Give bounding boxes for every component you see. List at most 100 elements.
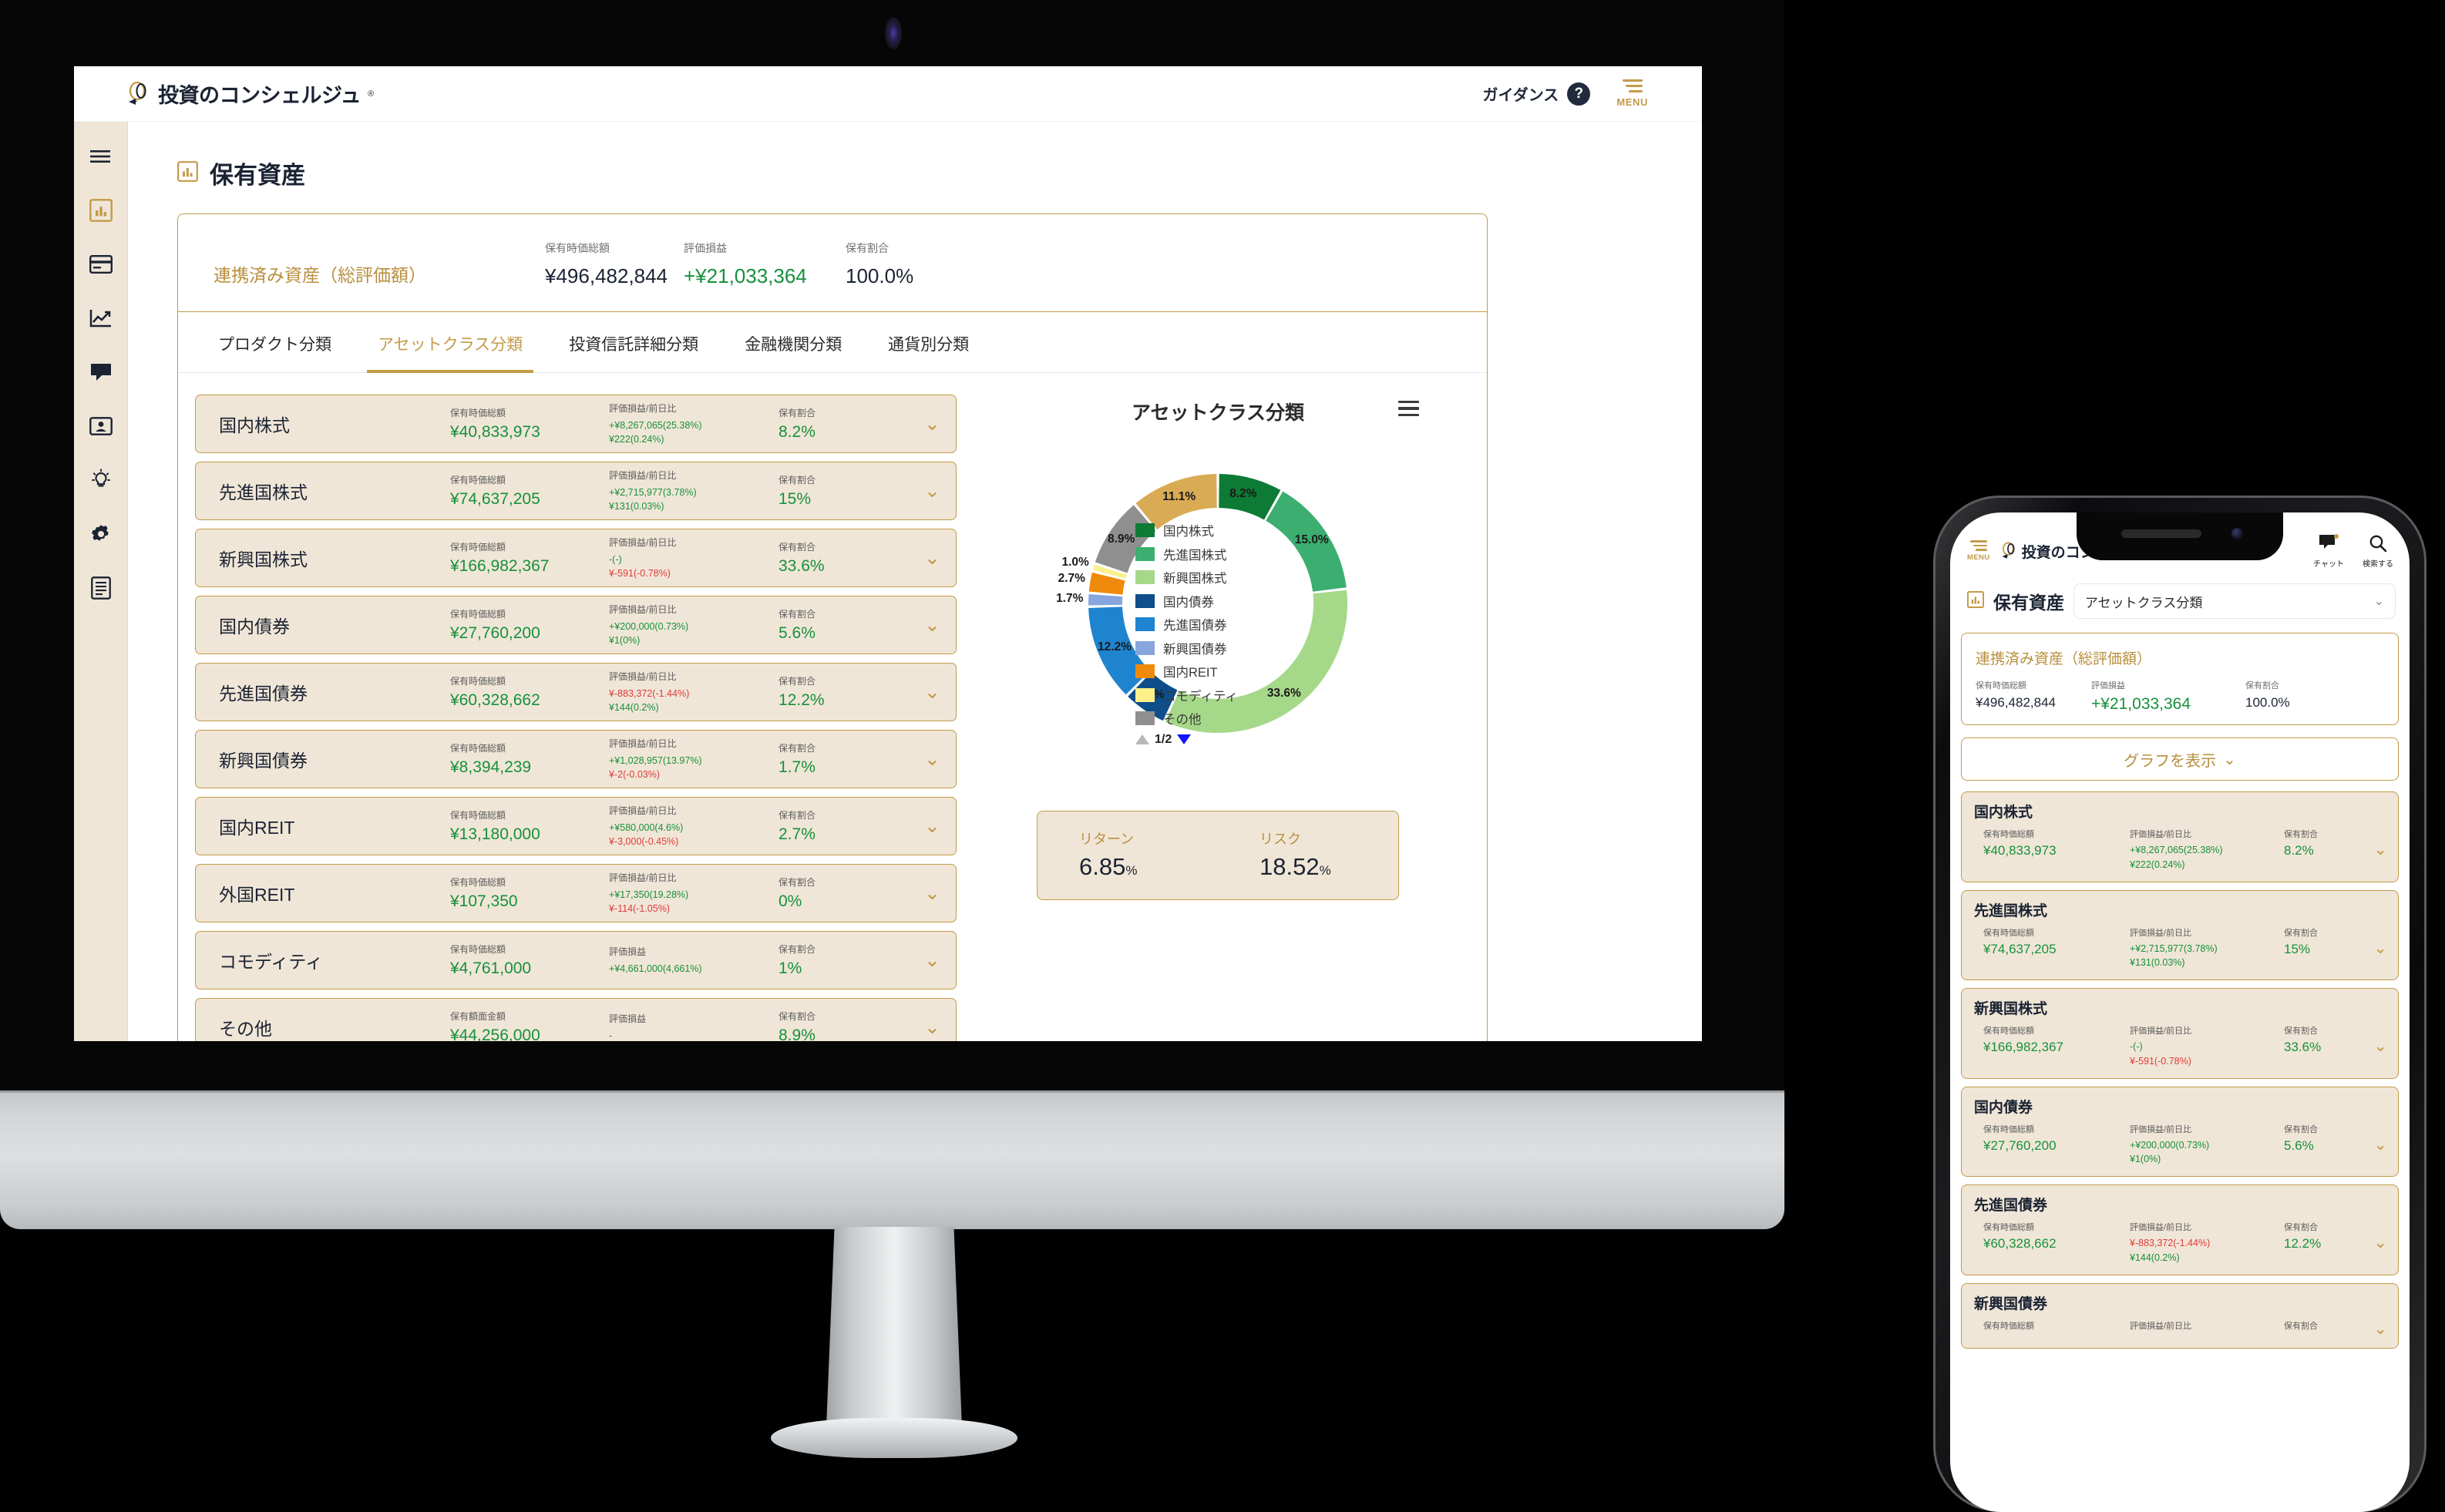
mobile-asset-ratio-value: 8.2%: [2284, 843, 2314, 858]
sidebar-item-performance[interactable]: [88, 305, 114, 331]
donut-chart: 8.2%15.0%33.6%5.6%12.2%1.7%2.7%1.0%8.9%1…: [1037, 438, 1399, 785]
sidebar-item-insights[interactable]: [88, 467, 114, 493]
tab-0[interactable]: プロダクト分類: [195, 312, 355, 372]
asset-row-amount: 保有時価総額 ¥107,350: [450, 875, 609, 911]
legend-item[interactable]: その他: [1135, 709, 1238, 727]
mobile-asset-row[interactable]: 先進国債券 保有時価総額 ¥60,328,662 評価損益/前日比 ¥-883,372(…: [1961, 1184, 2399, 1275]
mobile-menu-button[interactable]: MENU: [1967, 540, 1990, 562]
return-label: リターン: [1079, 832, 1135, 847]
mobile-summary-col-pl: 評価損益 +¥21,033,364: [2091, 679, 2245, 714]
chevron-down-icon[interactable]: ⌄: [2373, 1037, 2387, 1056]
legend-item[interactable]: 国内株式: [1135, 521, 1238, 539]
tab-2[interactable]: 投資信託詳細分類: [546, 312, 721, 372]
legend-item[interactable]: 先進国株式: [1135, 545, 1238, 563]
chevron-down-icon[interactable]: ⌄: [924, 546, 940, 569]
mobile-asset-row[interactable]: 国内債券 保有時価総額 ¥27,760,200 評価損益/前日比 +¥200,000(0…: [1961, 1086, 2399, 1177]
sidebar-item-reports[interactable]: [88, 575, 114, 601]
donut-slice[interactable]: [1095, 505, 1156, 573]
asset-row[interactable]: 新興国債券 保有時価総額 ¥8,394,239 評価損益/前日比 +¥1,028,957…: [195, 730, 957, 788]
guidance-button[interactable]: ガイダンス ?: [1483, 82, 1591, 106]
asset-row-ratio-value: 8.9%: [779, 1026, 816, 1041]
tab-3[interactable]: 金融機関分類: [721, 312, 865, 372]
chevron-down-icon[interactable]: ⌄: [924, 815, 940, 837]
asset-row-pl-primary: +¥200,000(0.73%): [609, 620, 689, 632]
asset-row[interactable]: コモディティ 保有時価総額 ¥4,761,000 評価損益 +¥4,661,000(4,…: [195, 931, 957, 990]
show-graph-button[interactable]: グラフを表示 ⌄: [1961, 738, 2399, 781]
asset-row-ratio: 保有割合 1.7%: [779, 741, 894, 777]
donut-slice[interactable]: [1219, 474, 1281, 520]
asset-row-pl-primary: +¥2,715,977(3.78%): [609, 486, 697, 498]
chevron-down-icon[interactable]: ⌄: [924, 748, 940, 770]
asset-row-name: 新興国債券: [219, 751, 308, 771]
legend-label: その他: [1163, 713, 1202, 727]
donut-slice[interactable]: [1165, 590, 1347, 733]
page-up-icon[interactable]: [1135, 734, 1149, 744]
asset-row-ratio-value: 33.6%: [779, 557, 825, 575]
legend-item[interactable]: 国内REIT: [1135, 662, 1238, 680]
menu-button[interactable]: MENU: [1616, 79, 1648, 108]
chevron-down-icon[interactable]: ⌄: [2373, 1135, 2387, 1154]
chevron-down-icon[interactable]: ⌄: [924, 479, 940, 502]
sidebar-item-accounts[interactable]: [88, 251, 114, 277]
sidebar-item-profile[interactable]: [88, 413, 114, 439]
asset-row[interactable]: 外国REIT 保有時価総額 ¥107,350 評価損益/前日比 +¥17,350(19.…: [195, 864, 957, 922]
asset-row[interactable]: 国内株式 保有時価総額 ¥40,833,973 評価損益/前日比 +¥8,267,065…: [195, 395, 957, 453]
mobile-asset-ratio-label: 保有割合: [2284, 1026, 2318, 1036]
mobile-asset-row[interactable]: 新興国株式 保有時価総額 ¥166,982,367 評価損益/前日比 -(-) ¥-591…: [1961, 988, 2399, 1079]
donut-slice[interactable]: [1266, 491, 1347, 592]
asset-row-pl: 評価損益/前日比 +¥200,000(0.73%) ¥1(0%): [609, 603, 779, 647]
chevron-down-icon[interactable]: ⌄: [924, 680, 940, 703]
chart-legend: 国内株式先進国株式新興国株式国内債券先進国債券新興国債券国内REIT コモディティ…: [1135, 521, 1238, 747]
mobile-asset-row[interactable]: 国内株式 保有時価総額 ¥40,833,973 評価損益/前日比 +¥8,267,065…: [1961, 791, 2399, 882]
return-col: リターン 6.85%: [1038, 828, 1218, 881]
asset-row[interactable]: 国内債券 保有時価総額 ¥27,760,200 評価損益/前日比 +¥200,000(0…: [195, 596, 957, 654]
page-down-icon[interactable]: [1177, 734, 1192, 744]
sidebar-item-chat[interactable]: [88, 359, 114, 385]
chevron-down-icon[interactable]: ⌄: [924, 1016, 940, 1038]
tab-4[interactable]: 通貨別分類: [865, 312, 992, 372]
asset-row-ratio: 保有割合 12.2%: [779, 674, 894, 710]
donut-slice[interactable]: [1135, 474, 1217, 530]
asset-row[interactable]: 先進国債券 保有時価総額 ¥60,328,662 評価損益/前日比 ¥-883,372(…: [195, 663, 957, 721]
sidebar-item-holdings[interactable]: [88, 197, 114, 223]
classification-select[interactable]: アセットクラス分類 ⌄: [2073, 583, 2396, 619]
tab-label: プロダクト分類: [218, 336, 331, 354]
legend-item[interactable]: 新興国株式: [1135, 568, 1238, 586]
asset-row-ratio-label: 保有割合: [779, 609, 816, 620]
asset-row-pl-secondary: ¥-114(-1.05%): [609, 903, 670, 914]
asset-row-pl-label: 評価損益/前日比: [609, 469, 677, 481]
chevron-down-icon[interactable]: ⌄: [2373, 939, 2387, 957]
sidebar-item-hamburger[interactable]: [88, 143, 114, 170]
chevron-down-icon[interactable]: ⌄: [924, 949, 940, 971]
chart-menu-icon[interactable]: [1398, 401, 1419, 417]
legend-item[interactable]: 国内債券: [1135, 592, 1238, 610]
chevron-down-icon[interactable]: ⌄: [2373, 1234, 2387, 1252]
brand-logo[interactable]: 投資のコンシェルジュ ®: [125, 79, 374, 109]
asset-row-name: 先進国株式: [219, 482, 308, 502]
chevron-down-icon[interactable]: ⌄: [924, 882, 940, 904]
sidebar-item-settings[interactable]: [88, 521, 114, 547]
hamburger-icon: [1622, 79, 1643, 92]
tab-1[interactable]: アセットクラス分類: [355, 312, 546, 373]
legend-item[interactable]: コモディティ: [1135, 686, 1238, 704]
chevron-down-icon[interactable]: ⌄: [924, 412, 940, 435]
chevron-down-icon[interactable]: ⌄: [924, 613, 940, 636]
registered-mark: ®: [368, 89, 375, 99]
mobile-asset-row[interactable]: 新興国債券 保有時価総額 評価損益/前日比 保有割合 ⌄: [1961, 1282, 2399, 1349]
mobile-search-button[interactable]: 検索する: [2360, 534, 2396, 569]
mobile-chat-button[interactable]: チャット: [2311, 533, 2346, 569]
asset-row[interactable]: その他 保有額面金額 ¥44,256,000 評価損益 - 保有割合 8.9% ⌄: [195, 998, 957, 1041]
chevron-down-icon[interactable]: ⌄: [2373, 841, 2387, 859]
donut-slice[interactable]: [1088, 606, 1150, 695]
donut-slice[interactable]: [1092, 564, 1127, 579]
chevron-down-icon[interactable]: ⌄: [2373, 1319, 2387, 1338]
legend-item[interactable]: 新興国債券: [1135, 639, 1238, 657]
mobile-asset-row[interactable]: 先進国株式 保有時価総額 ¥74,637,205 評価損益/前日比 +¥2,715,97…: [1961, 889, 2399, 980]
asset-row[interactable]: 先進国株式 保有時価総額 ¥74,637,205 評価損益/前日比 +¥2,715,97…: [195, 462, 957, 520]
legend-item[interactable]: 先進国債券: [1135, 615, 1238, 633]
donut-slice[interactable]: [1088, 594, 1123, 606]
asset-row[interactable]: 国内REIT 保有時価総額 ¥13,180,000 評価損益/前日比 +¥580,000…: [195, 797, 957, 855]
asset-row-pl-label: 評価損益/前日比: [609, 402, 677, 414]
asset-row[interactable]: 新興国株式 保有時価総額 ¥166,982,367 評価損益/前日比 -(-) ¥-591…: [195, 529, 957, 587]
donut-slice[interactable]: [1088, 572, 1125, 595]
